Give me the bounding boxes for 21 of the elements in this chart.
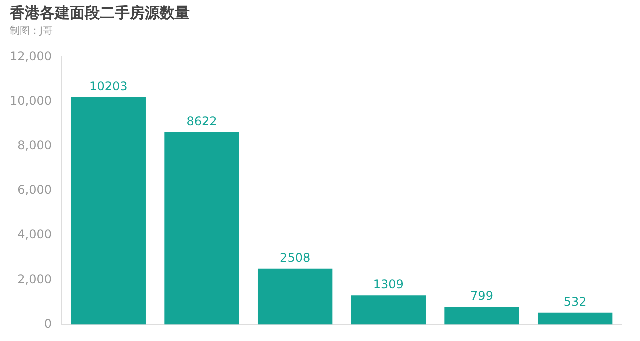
bar (258, 268, 333, 325)
chart-subtitle: 制图：J哥 (10, 24, 53, 38)
data-label: 532 (564, 295, 587, 310)
bar (444, 306, 520, 325)
bar (71, 97, 146, 325)
bar (351, 296, 426, 325)
data-label: 799 (470, 289, 494, 304)
y-tick-label: 0 (44, 316, 52, 331)
data-label: 1309 (373, 278, 404, 292)
data-label: 2508 (280, 250, 311, 265)
bar (164, 132, 240, 325)
y-tick-label: 8,000 (18, 138, 52, 153)
y-tick-label: 4,000 (18, 228, 52, 242)
chart-title: 香港各建面段二手房源数量 (10, 4, 190, 23)
y-tick-label: 6,000 (18, 183, 52, 198)
y-tick-label: 10,000 (10, 94, 52, 108)
bar (538, 312, 613, 325)
y-tick-label: 2,000 (18, 272, 52, 286)
data-label: 10203 (90, 79, 128, 94)
y-tick-label: 12,000 (10, 49, 52, 64)
data-label: 8622 (186, 114, 218, 129)
